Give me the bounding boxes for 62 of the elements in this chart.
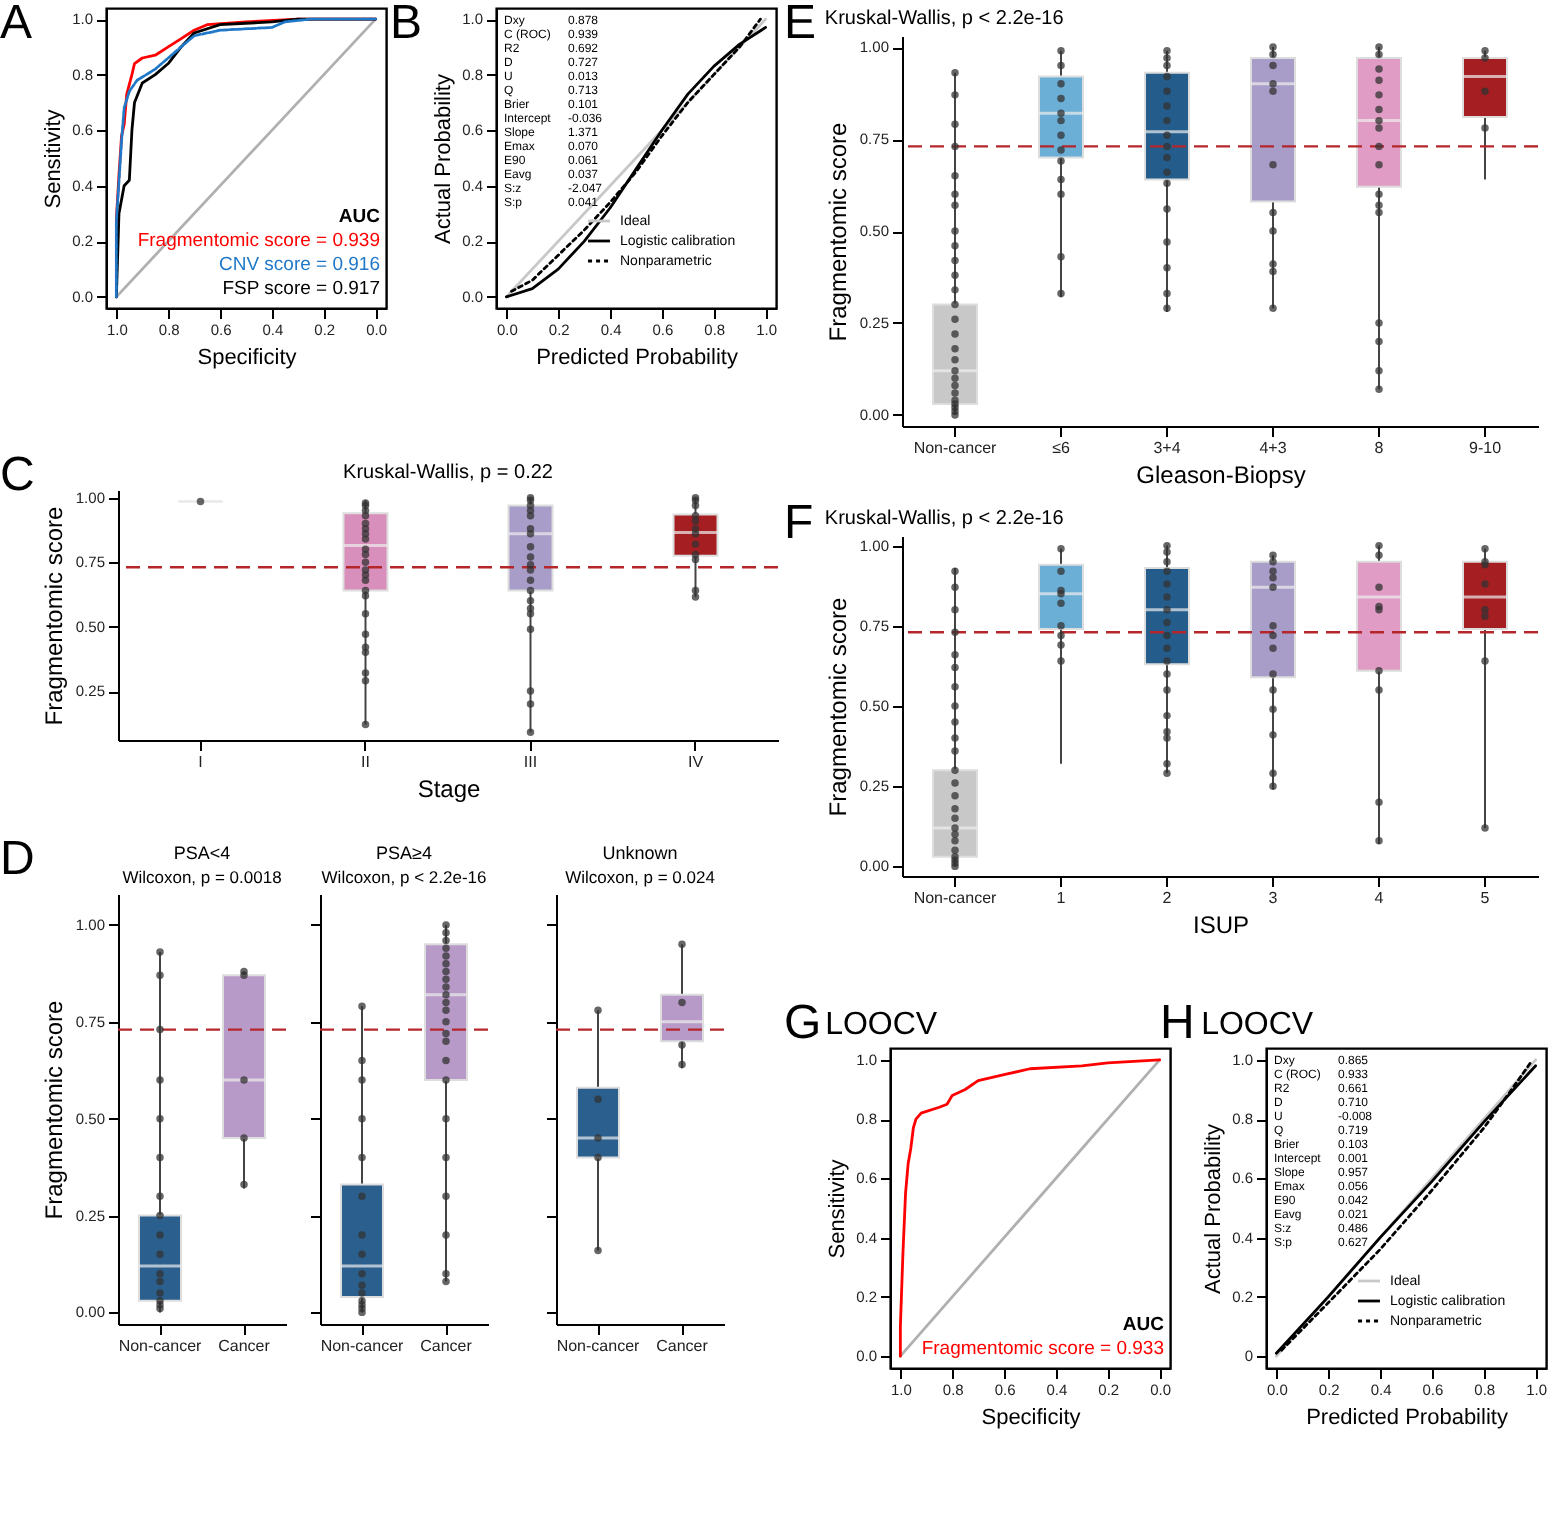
- chart-title: Kruskal-Wallis, p = 0.22: [343, 461, 554, 484]
- y-axis-title: Actual Probability: [432, 73, 457, 244]
- x-axis-title: Specificity: [981, 1406, 1082, 1430]
- x-tick-label: Non-cancer: [118, 1337, 203, 1355]
- x-tick-label: 3+4: [1153, 439, 1182, 457]
- text: A: [0, 0, 33, 50]
- x-axis-title: Specificity: [197, 346, 298, 370]
- x-tick-label: 5: [1480, 889, 1491, 907]
- y-axis-title: Fragmentomic score: [39, 505, 68, 726]
- x-tick-label: Non-cancer: [320, 1337, 405, 1355]
- x-tick-label: IV: [687, 753, 705, 771]
- x-tick-label: Non-cancer: [913, 439, 998, 457]
- chart-title: Kruskal-Wallis, p < 2.2e-16: [824, 8, 1065, 30]
- y-axis-title: Fragmentomic score: [39, 999, 68, 1220]
- series-label: Fragmentomic score = 0.939: [137, 230, 380, 252]
- chart-title: LOOCV: [825, 1008, 938, 1042]
- chart-title: PSA<4: [173, 843, 231, 863]
- x-tick-label: Cancer: [656, 1337, 709, 1355]
- x-tick-label: 8: [1374, 439, 1385, 457]
- legend-title: AUC: [338, 206, 381, 228]
- chart-title: PSA≥4: [376, 843, 432, 863]
- x-tick-label: 3: [1268, 889, 1279, 907]
- chart-title: LOOCV: [1201, 1008, 1314, 1042]
- y-axis-title: Actual Probability: [1202, 1123, 1227, 1294]
- chart-subtitle: Wilcoxon, p = 0.0018: [122, 867, 283, 887]
- chart-subtitle: Wilcoxon, p < 2.2e-16: [321, 867, 487, 887]
- y-axis-title: Fragmentomic score: [823, 121, 852, 342]
- text: G: [784, 996, 822, 1050]
- y-axis-title: Sensitivity: [826, 1158, 851, 1259]
- x-tick-label: Non-cancer: [913, 889, 998, 907]
- legend-title: AUC: [1122, 1314, 1165, 1336]
- x-axis-title: ISUP: [1192, 911, 1250, 939]
- annotation: H: [1160, 996, 1195, 1050]
- x-tick-label: 4+3: [1259, 439, 1288, 457]
- chart-title: Unknown: [602, 843, 678, 863]
- x-tick-label: Cancer: [218, 1337, 271, 1355]
- text: D: [0, 832, 35, 886]
- x-tick-label: Cancer: [420, 1337, 473, 1355]
- y-axis-title: Sensitivity: [42, 108, 67, 209]
- x-axis-title: Predicted Probability: [1306, 1406, 1509, 1430]
- text: E: [784, 0, 817, 50]
- text: F: [784, 496, 814, 550]
- chart-title: Kruskal-Wallis, p < 2.2e-16: [824, 508, 1065, 530]
- x-tick-label: III: [523, 753, 538, 771]
- x-axis-title: Stage: [417, 775, 482, 803]
- x-tick-label: 4: [1374, 889, 1385, 907]
- x-tick-label: 2: [1162, 889, 1173, 907]
- y-axis-title: Fragmentomic score: [823, 596, 852, 817]
- x-tick-label: 1: [1056, 889, 1067, 907]
- x-tick-label: ≤6: [1052, 439, 1071, 457]
- x-tick-label: I: [198, 753, 203, 771]
- x-axis-title: Predicted Probability: [536, 346, 739, 370]
- text: B: [390, 0, 423, 50]
- x-axis-title: Gleason-Biopsy: [1136, 461, 1306, 489]
- series-label: Fragmentomic score = 0.933: [921, 1338, 1164, 1360]
- x-tick-label: 9-10: [1468, 439, 1503, 457]
- chart-subtitle: Wilcoxon, p = 0.024: [565, 867, 716, 887]
- text: CNV score = 0.916: [218, 254, 380, 276]
- x-tick-label: Non-cancer: [556, 1337, 641, 1355]
- text: FSP score = 0.917: [222, 278, 380, 300]
- text: C: [0, 448, 35, 502]
- x-tick-label: II: [361, 753, 370, 771]
